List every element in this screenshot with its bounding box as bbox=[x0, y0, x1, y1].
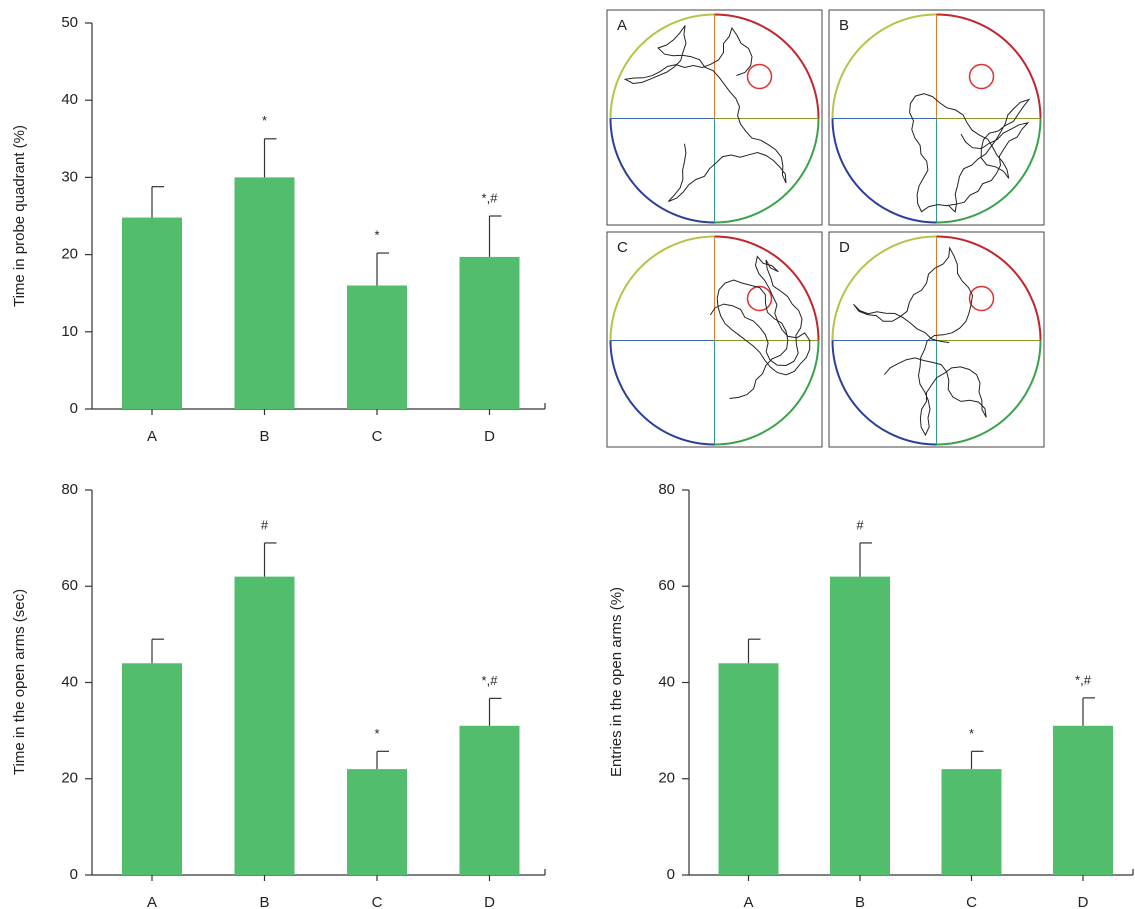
significance-mark: *,# bbox=[482, 190, 499, 205]
bar bbox=[942, 769, 1002, 875]
y-axis-label: Time in the open arms (sec) bbox=[11, 589, 28, 775]
x-tick-label: B bbox=[259, 428, 269, 445]
y-tick-label: 20 bbox=[61, 246, 78, 263]
panel-label: D bbox=[839, 239, 850, 256]
significance-mark: # bbox=[856, 517, 864, 532]
x-tick-label: C bbox=[372, 428, 383, 445]
y-tick-label: 40 bbox=[61, 673, 78, 690]
bar bbox=[1053, 726, 1113, 875]
significance-mark: # bbox=[261, 517, 269, 532]
y-tick-label: 40 bbox=[61, 91, 78, 108]
y-axis-label: Entries in the open arms (%) bbox=[608, 587, 625, 777]
x-tick-label: A bbox=[147, 894, 157, 909]
bar bbox=[719, 663, 779, 875]
y-tick-label: 80 bbox=[61, 481, 78, 498]
x-tick-label: B bbox=[259, 894, 269, 909]
x-tick-label: A bbox=[743, 894, 753, 909]
bar bbox=[460, 257, 520, 409]
y-tick-label: 10 bbox=[61, 323, 78, 340]
bar bbox=[122, 218, 182, 409]
y-tick-label: 0 bbox=[667, 866, 675, 883]
y-axis-label: Time in probe quadrant (%) bbox=[11, 125, 28, 307]
y-tick-label: 20 bbox=[61, 770, 78, 787]
x-tick-label: D bbox=[484, 894, 495, 909]
y-tick-label: 0 bbox=[70, 866, 78, 883]
panel-label: C bbox=[617, 239, 628, 256]
x-tick-label: B bbox=[855, 894, 865, 909]
x-tick-label: A bbox=[147, 428, 157, 445]
x-tick-label: C bbox=[966, 894, 977, 909]
significance-mark: * bbox=[262, 113, 267, 128]
y-tick-label: 80 bbox=[658, 481, 675, 498]
y-tick-label: 40 bbox=[658, 673, 675, 690]
bar bbox=[347, 769, 407, 875]
y-tick-label: 60 bbox=[658, 577, 675, 594]
significance-mark: * bbox=[374, 227, 379, 242]
panel-label: A bbox=[617, 17, 627, 34]
panel-label: B bbox=[839, 17, 849, 34]
y-tick-label: 20 bbox=[658, 770, 675, 787]
bar bbox=[235, 177, 295, 409]
bar bbox=[235, 577, 295, 875]
significance-mark: *,# bbox=[1075, 672, 1092, 687]
significance-mark: * bbox=[969, 726, 974, 741]
bar bbox=[460, 726, 520, 875]
x-tick-label: D bbox=[484, 428, 495, 445]
x-tick-label: D bbox=[1078, 894, 1089, 909]
bar bbox=[830, 577, 890, 875]
y-tick-label: 0 bbox=[70, 400, 78, 417]
y-tick-label: 30 bbox=[61, 168, 78, 185]
significance-mark: * bbox=[374, 726, 379, 741]
bar bbox=[347, 285, 407, 409]
y-tick-label: 60 bbox=[61, 577, 78, 594]
figure: 0 10 20 30 40 50 Time in probe quadrant (%) A B *… bbox=[0, 0, 1135, 909]
x-tick-label: C bbox=[372, 894, 383, 909]
bar bbox=[122, 663, 182, 875]
y-tick-label: 50 bbox=[61, 14, 78, 31]
significance-mark: *,# bbox=[482, 673, 499, 688]
